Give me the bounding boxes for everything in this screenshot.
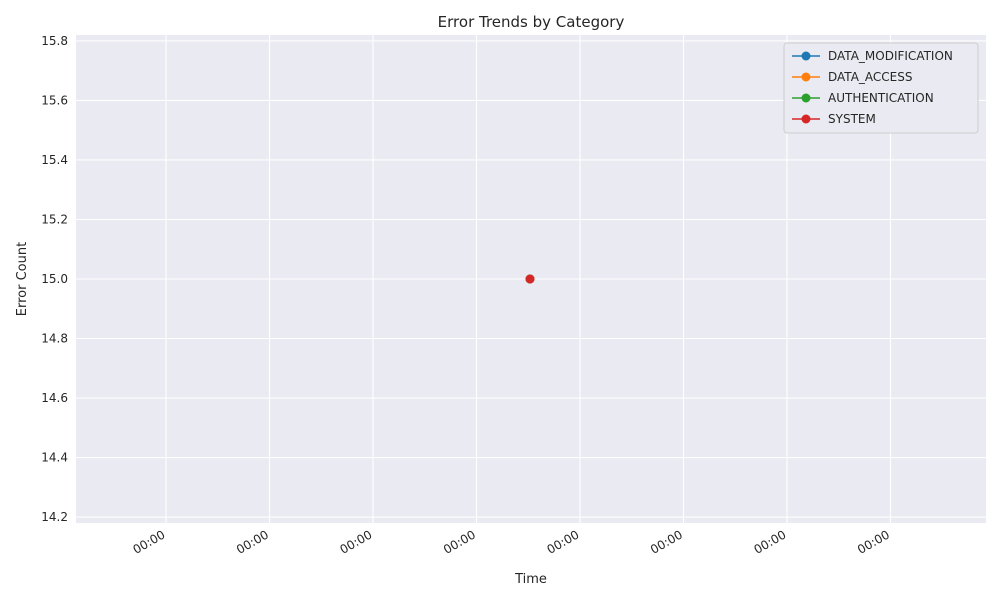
x-tick-labels: 00:00 00:00 00:00 00:00 00:00 00:00 00:00 00:00 xyxy=(131,527,892,556)
data-point xyxy=(525,274,535,284)
x-tick-label: 00:00 xyxy=(234,527,271,556)
series-markers xyxy=(525,274,535,284)
y-tick-label: 14.4 xyxy=(41,451,68,465)
x-tick-label: 00:00 xyxy=(131,527,168,556)
x-tick-label: 00:00 xyxy=(545,527,582,556)
x-tick-label: 00:00 xyxy=(338,527,375,556)
x-axis-label: Time xyxy=(514,572,547,587)
grid-lines xyxy=(76,35,986,523)
y-tick-label: 15.0 xyxy=(41,272,68,286)
x-tick-label: 00:00 xyxy=(855,527,892,556)
y-tick-label: 15.8 xyxy=(41,34,68,48)
legend-marker xyxy=(801,72,811,82)
y-axis-label: Error Count xyxy=(15,242,30,316)
chart-title: Error Trends by Category xyxy=(438,13,625,31)
y-tick-label: 14.8 xyxy=(41,332,68,346)
legend-label: DATA_ACCESS xyxy=(828,70,913,84)
legend-label: SYSTEM xyxy=(828,112,876,126)
x-tick-label: 00:00 xyxy=(752,527,789,556)
y-tick-labels: 14.2 14.4 14.6 14.8 15.0 15.2 15.4 15.6 15.8 xyxy=(41,34,68,524)
legend-marker xyxy=(801,114,811,124)
legend: DATA_MODIFICATION DATA_ACCESS AUTHENTICATI… xyxy=(783,42,979,134)
y-tick-label: 14.6 xyxy=(41,391,68,405)
y-tick-label: 15.6 xyxy=(41,93,68,107)
x-tick-label: 00:00 xyxy=(441,527,478,556)
legend-label: DATA_MODIFICATION xyxy=(828,49,953,63)
legend-label: AUTHENTICATION xyxy=(828,91,934,105)
legend-box xyxy=(783,42,979,134)
x-tick-label: 00:00 xyxy=(648,527,685,556)
y-tick-label: 14.2 xyxy=(41,510,68,524)
y-tick-label: 15.2 xyxy=(41,212,68,226)
legend-marker xyxy=(801,51,811,61)
legend-marker xyxy=(801,93,811,103)
y-tick-label: 15.4 xyxy=(41,153,68,167)
